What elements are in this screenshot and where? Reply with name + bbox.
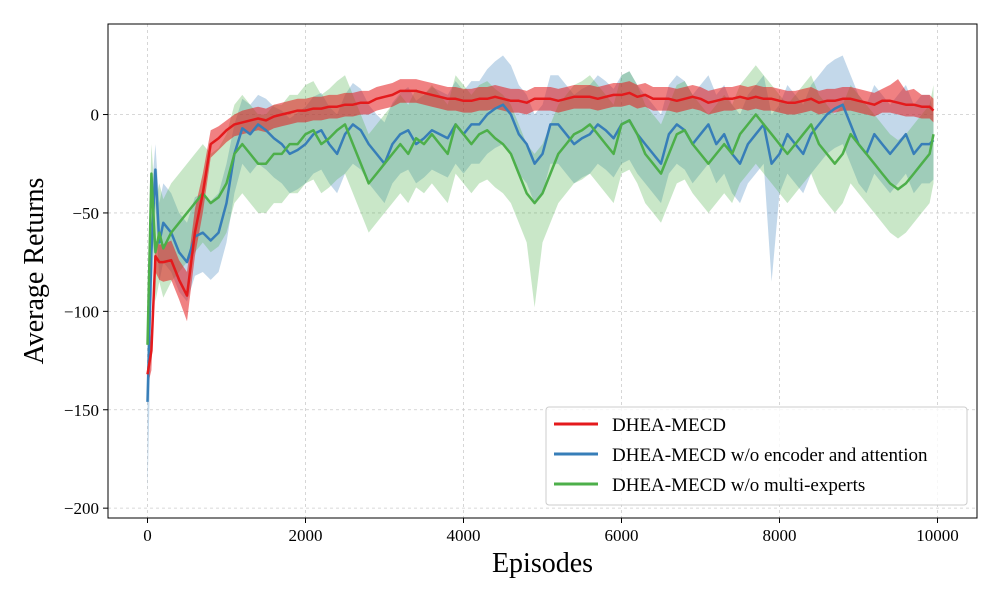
y-tick-label: 0 [91,106,100,125]
x-tick-label: 8000 [763,526,797,545]
series-lines [146,89,935,402]
line-dhea-mecd-w-o-multi-experts [146,113,935,345]
plot-frame [107,23,978,519]
legend-label-wo-multi-experts: DHEA-MECD w/o multi-experts [612,475,865,496]
band-dhea-mecd-w-o-encoder-and-attention [147,55,934,493]
x-axis-ticks: 0 2000 4000 6000 8000 10000 [143,518,959,545]
y-tick-label: −200 [64,499,99,518]
legend-box [545,406,968,506]
y-axis-ticks: 0 −50 −100 −150 −200 [64,106,108,518]
legend: DHEA-MECD DHEA-MECD w/o encoder and atte… [545,406,968,506]
line-dhea-mecd [146,89,935,375]
x-tick-label: 4000 [447,526,481,545]
y-tick-label: −50 [72,204,99,223]
x-tick-label: 6000 [605,526,639,545]
legend-label-wo-encoder-attention: DHEA-MECD w/o encoder and attention [612,445,928,466]
confidence-bands [147,55,934,493]
band-dhea-mecd-w-o-multi-experts [147,65,934,400]
x-axis-title: Episodes [492,548,593,579]
x-tick-label: 0 [143,526,152,545]
x-tick-label: 2000 [289,526,323,545]
legend-label-dhea-mecd: DHEA-MECD [612,415,726,436]
line-dhea-mecd-w-o-encoder-and-attention [146,103,935,402]
x-tick-label: 10000 [916,526,959,545]
y-tick-label: −100 [64,302,99,321]
y-axis-title: Average Returns [19,178,50,365]
y-tick-label: −150 [64,401,99,420]
band-dhea-mecd [147,79,934,387]
